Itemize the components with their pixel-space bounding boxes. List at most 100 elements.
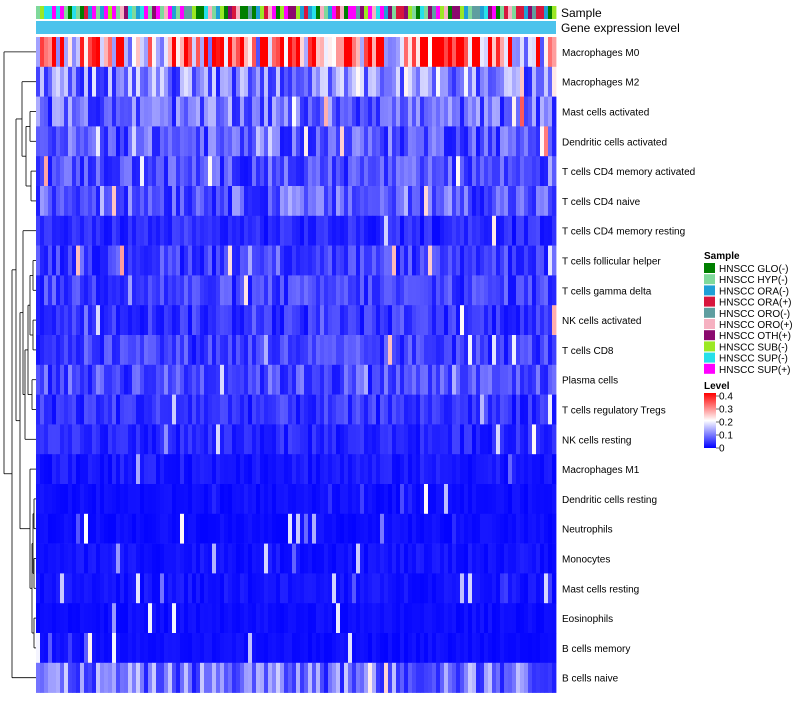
heatmap-cell — [52, 215, 57, 246]
heatmap-cell — [440, 454, 445, 485]
heatmap-cell — [440, 275, 445, 306]
heatmap-cell — [472, 424, 477, 455]
heatmap-cell — [524, 603, 529, 634]
heatmap-cell — [336, 454, 341, 485]
sample-cell — [412, 6, 417, 19]
heatmap-cell — [120, 484, 125, 515]
heatmap-cell — [396, 66, 401, 97]
heatmap-cell — [344, 603, 349, 634]
heatmap-cell — [256, 484, 261, 515]
heatmap-cell — [236, 424, 241, 455]
heatmap-cell — [236, 96, 241, 127]
heatmap-cell — [204, 573, 209, 604]
heatmap-cell — [448, 186, 453, 217]
heatmap-cell — [448, 543, 453, 574]
heatmap-cell — [72, 96, 77, 127]
heatmap-cell — [152, 275, 157, 306]
heatmap-cell — [316, 335, 321, 366]
sample-cell — [472, 6, 477, 19]
heatmap-cell — [400, 633, 405, 664]
heatmap-cell — [324, 573, 329, 604]
heatmap-cell — [104, 573, 109, 604]
heatmap-cell — [220, 126, 225, 157]
heatmap-cell — [72, 662, 77, 693]
heatmap-cell — [48, 126, 53, 157]
heatmap-cell — [488, 305, 493, 336]
heatmap-cell — [144, 454, 149, 485]
heatmap-cell — [188, 484, 193, 515]
heatmap-cell — [120, 215, 125, 246]
heatmap-cell — [188, 424, 193, 455]
heatmap-cell — [320, 513, 325, 544]
sample-cell — [408, 6, 413, 19]
heatmap-cell — [180, 603, 185, 634]
heatmap-cell — [60, 96, 65, 127]
heatmap-cell — [552, 335, 557, 366]
heatmap-cell — [56, 335, 61, 366]
heatmap-cell — [476, 96, 481, 127]
heatmap-cell — [268, 484, 273, 515]
heatmap-cell — [40, 215, 45, 246]
heatmap-cell — [496, 364, 501, 395]
heatmap-cell — [356, 543, 361, 574]
heatmap-cell — [260, 394, 265, 425]
heatmap-cell — [256, 305, 261, 336]
heatmap-cell — [524, 454, 529, 485]
heatmap-cell — [136, 633, 141, 664]
heatmap-cell — [216, 37, 221, 68]
heatmap-cell — [228, 37, 233, 68]
heatmap-cell — [380, 215, 385, 246]
heatmap-cell — [268, 662, 273, 693]
heatmap-cell — [124, 424, 129, 455]
heatmap-cell — [432, 186, 437, 217]
heatmap-cell — [460, 394, 465, 425]
heatmap-cell — [260, 633, 265, 664]
heatmap-cell — [36, 186, 41, 217]
heatmap-cell — [460, 305, 465, 336]
heatmap-cell — [524, 394, 529, 425]
heatmap-cell — [128, 66, 133, 97]
heatmap-cell — [264, 543, 269, 574]
heatmap-cell — [80, 394, 85, 425]
heatmap-cell — [424, 513, 429, 544]
heatmap-cell — [240, 513, 245, 544]
heatmap-cell — [96, 66, 101, 97]
heatmap-cell — [196, 186, 201, 217]
heatmap-cell — [104, 633, 109, 664]
heatmap-cell — [188, 96, 193, 127]
heatmap-cell — [208, 245, 213, 276]
heatmap-cell — [120, 156, 125, 187]
heatmap-cell — [540, 394, 545, 425]
heatmap-cell — [396, 96, 401, 127]
heatmap-cell — [300, 126, 305, 157]
heatmap-cell — [384, 603, 389, 634]
heatmap-cell — [96, 156, 101, 187]
heatmap-cell — [480, 662, 485, 693]
heatmap-cell — [48, 305, 53, 336]
heatmap-cell — [220, 364, 225, 395]
heatmap-cell — [480, 633, 485, 664]
heatmap-cell — [168, 275, 173, 306]
sample-cell — [36, 6, 41, 19]
heatmap-cell — [52, 126, 57, 157]
heatmap-cell — [520, 633, 525, 664]
heatmap-cell — [296, 603, 301, 634]
heatmap-cell — [512, 424, 517, 455]
heatmap-cell — [248, 215, 253, 246]
heatmap-cell — [200, 215, 205, 246]
heatmap-cell — [168, 364, 173, 395]
heatmap-cell — [416, 37, 421, 68]
heatmap-cell — [444, 573, 449, 604]
heatmap-cell — [84, 543, 89, 574]
heatmap-cell — [320, 573, 325, 604]
heatmap-cell — [304, 662, 309, 693]
heatmap-cell — [260, 96, 265, 127]
heatmap-cell — [392, 245, 397, 276]
heatmap-cell — [272, 424, 277, 455]
heatmap-cell — [68, 126, 73, 157]
heatmap-cell — [344, 454, 349, 485]
heatmap-cell — [500, 364, 505, 395]
heatmap-cell — [96, 633, 101, 664]
heatmap-cell — [540, 335, 545, 366]
heatmap-cell — [248, 603, 253, 634]
